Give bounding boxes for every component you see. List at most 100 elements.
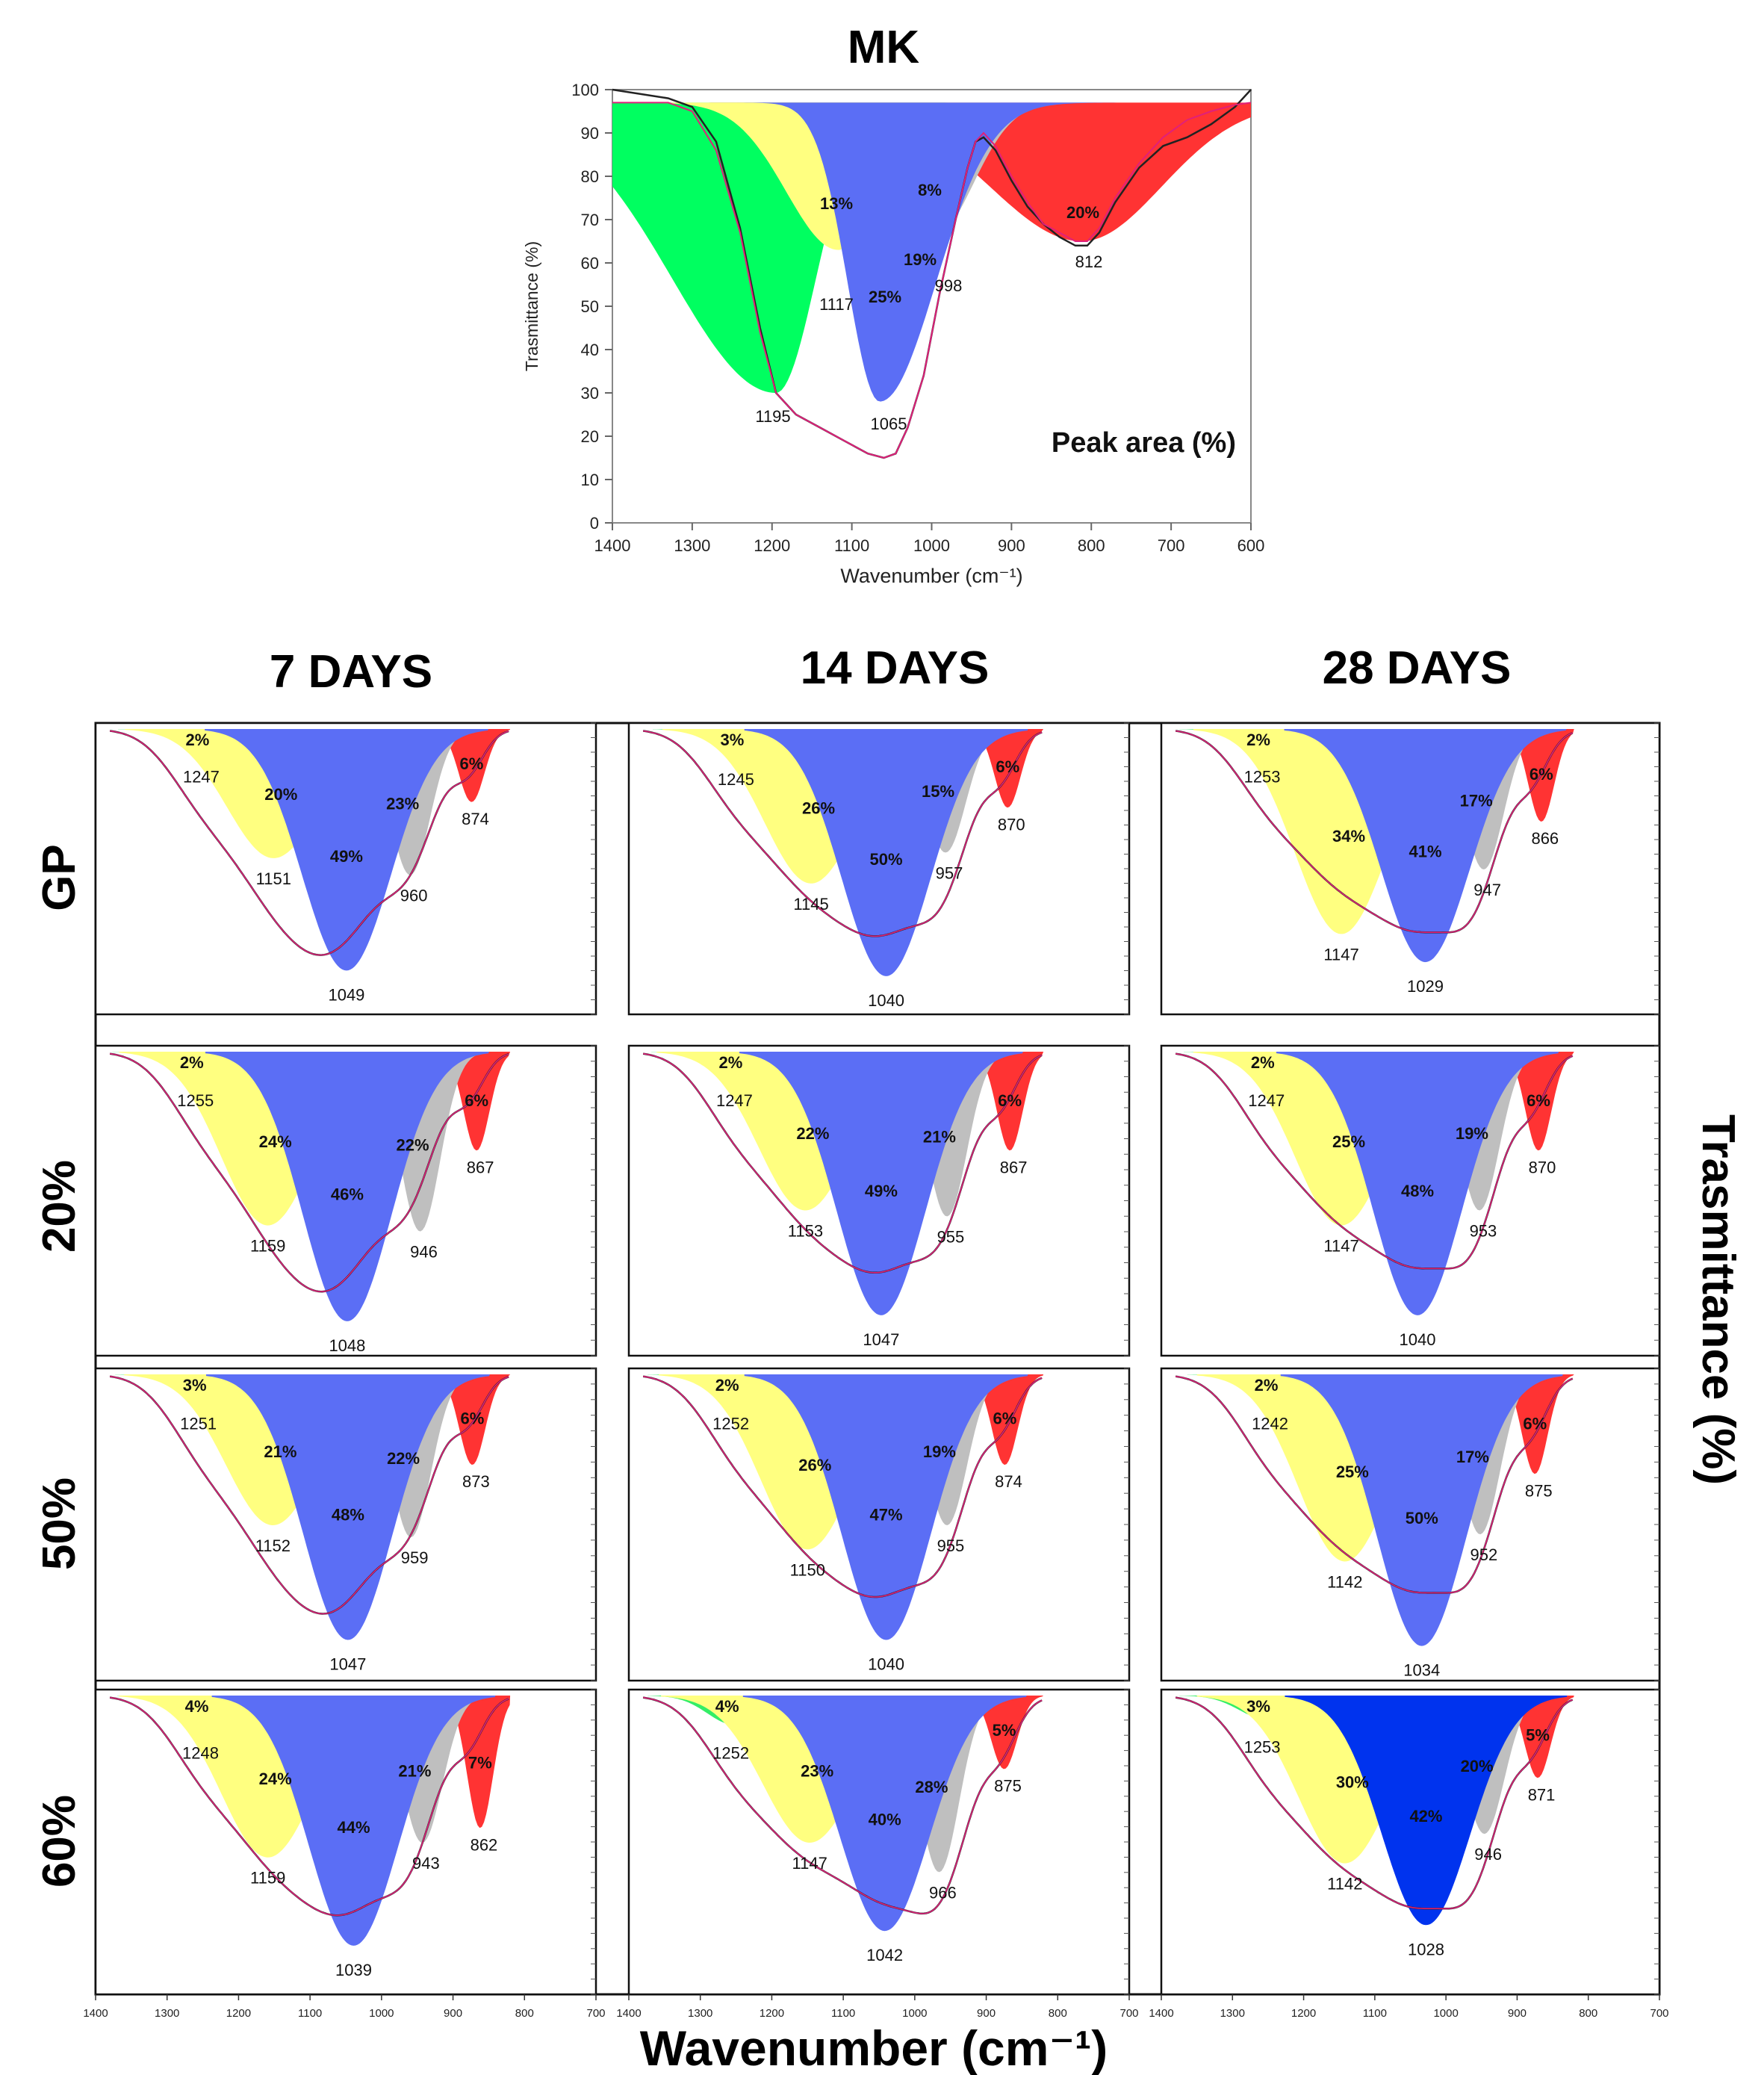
peak-percent: 6% [461, 1409, 485, 1428]
peak-percent: 2% [180, 1053, 204, 1072]
peak-wavenumber: 1247 [1248, 1091, 1285, 1110]
peak-wavenumber: 1040 [868, 1655, 904, 1674]
peak-wavenumber: 1048 [329, 1336, 365, 1355]
grid-xtick-label: 1100 [298, 2007, 322, 2020]
mk-ytick-label: 60 [581, 254, 599, 273]
mk-x-axis-label: Wavenumber (cm⁻¹) [840, 565, 1022, 587]
peak-percent: 24% [259, 1770, 292, 1788]
peak-wavenumber: 1039 [335, 1961, 372, 1979]
mk-ytick-label: 0 [590, 514, 599, 533]
peak-percent: 34% [1332, 827, 1365, 846]
peak-866 [1500, 729, 1574, 822]
fit-curve [1175, 730, 1574, 934]
fit-curve [642, 1375, 1043, 1598]
fit-curve [109, 1375, 509, 1615]
peak-wavenumber: 1252 [712, 1743, 749, 1762]
peak-wavenumber: 1147 [1323, 1237, 1358, 1256]
mk-peak-wavenumber: 812 [1075, 252, 1103, 271]
peak-wavenumber: 1151 [256, 869, 291, 888]
mk-ytick-label: 40 [581, 341, 599, 359]
peak-percent: 20% [264, 785, 297, 804]
peak-wavenumber: 1028 [1408, 1940, 1444, 1958]
peak-percent: 2% [1255, 1376, 1279, 1395]
mk-ytick-label: 100 [571, 81, 599, 99]
peak-percent: 4% [715, 1697, 739, 1716]
peak-wavenumber: 1245 [718, 770, 754, 789]
peak-percent: 6% [1523, 1414, 1547, 1433]
peak-percent: 2% [715, 1376, 739, 1395]
peak-percent: 21% [398, 1761, 431, 1780]
grid-xtick-label: 700 [586, 2007, 605, 2020]
grid-xtick-label: 700 [1650, 2007, 1668, 2020]
peak-wavenumber: 1150 [790, 1560, 825, 1579]
peak-wavenumber: 1142 [1327, 1572, 1362, 1591]
fit-curve [109, 1696, 509, 1917]
mk-fit-curve [612, 102, 1252, 459]
peak-wavenumber: 1255 [177, 1091, 214, 1110]
peak-wavenumber: 1253 [1244, 767, 1281, 786]
peak-percent: 6% [993, 1409, 1017, 1428]
mk-ytick-label: 50 [581, 297, 599, 316]
peak-percent: 25% [1332, 1132, 1365, 1151]
peak-percent: 2% [1251, 1053, 1275, 1072]
mk-xtick-label: 1000 [913, 536, 950, 555]
peak-percent: 7% [468, 1754, 492, 1772]
mk-xtick-label: 1100 [834, 536, 869, 555]
peak-wavenumber: 1252 [712, 1414, 749, 1433]
grid-xtick-label: 700 [1119, 2007, 1138, 2020]
peak-wavenumber: 1253 [1244, 1738, 1281, 1757]
peak-wavenumber: 1159 [250, 1869, 285, 1888]
peak-wavenumber: 875 [1525, 1481, 1553, 1500]
peak-1048 [205, 1052, 489, 1321]
peak-1047 [206, 1374, 490, 1640]
fit-curve [1175, 1052, 1574, 1270]
peak-percent: 42% [1409, 1807, 1442, 1826]
mk-chart-title: MK [848, 22, 920, 73]
peak-wavenumber: 946 [410, 1243, 438, 1262]
peak-1042 [742, 1696, 1027, 1932]
column-title-28-days: 28 DAYS [1323, 642, 1512, 694]
peak-percent: 21% [923, 1127, 956, 1146]
peak-1040 [744, 729, 1028, 976]
peak-wavenumber: 873 [462, 1472, 490, 1491]
grid-xtick-label: 800 [1579, 2007, 1597, 2020]
panel-60-28: 3% 1253 30% 1142 42% 1028 20% 946 5% 871 [1160, 1688, 1661, 1996]
peak-wavenumber: 947 [1473, 881, 1501, 899]
peak-percent: 17% [1456, 1448, 1489, 1466]
grid-xtick-label: 1300 [688, 2007, 712, 2020]
mk-xtick-label: 900 [998, 536, 1025, 555]
peak-percent: 5% [1526, 1726, 1550, 1745]
grid-xtick-label: 1300 [155, 2007, 179, 2020]
peak-wavenumber: 946 [1474, 1845, 1502, 1864]
mk-xtick-label: 700 [1158, 536, 1185, 555]
peak-wavenumber: 871 [1528, 1785, 1556, 1804]
peak-1047 [739, 1052, 1023, 1315]
peak-wavenumber: 874 [995, 1472, 1022, 1491]
grid-xtick-label: 1400 [616, 2007, 641, 2020]
peak-wavenumber: 957 [936, 863, 963, 882]
panel-20-14: 2% 1247 22% 1153 49% 1047 21% 955 6% 867 [627, 1044, 1131, 1357]
peak-percent: 6% [998, 1091, 1022, 1110]
mk-ytick-label: 20 [581, 427, 599, 446]
peak-percent: 47% [870, 1506, 903, 1525]
peak-wavenumber: 955 [937, 1228, 965, 1247]
peak-wavenumber: 867 [467, 1158, 494, 1176]
peak-percent: 5% [993, 1721, 1016, 1740]
fit-curve [109, 730, 509, 956]
peak-percent: 6% [1527, 1091, 1550, 1110]
fit-curve [109, 1052, 509, 1293]
peak-1034 [1280, 1374, 1563, 1646]
row-title-20: 20% [34, 1160, 85, 1253]
mk-peak-812 [612, 102, 1251, 241]
mk-y-axis-label: Trasmittance (%) [522, 241, 541, 371]
mk-peak-wavenumber: 1065 [871, 415, 907, 433]
peak-867 [435, 1052, 511, 1151]
peak-wavenumber: 943 [412, 1854, 440, 1873]
peak-wavenumber: 1251 [180, 1414, 217, 1433]
grid-xtick-label: 1100 [831, 2007, 855, 2020]
grid-xtick-label: 1200 [1291, 2007, 1316, 2020]
peak-percent: 6% [460, 754, 484, 773]
grid-xtick-label: 800 [1049, 2007, 1067, 2020]
peak-percent: 40% [869, 1810, 901, 1829]
